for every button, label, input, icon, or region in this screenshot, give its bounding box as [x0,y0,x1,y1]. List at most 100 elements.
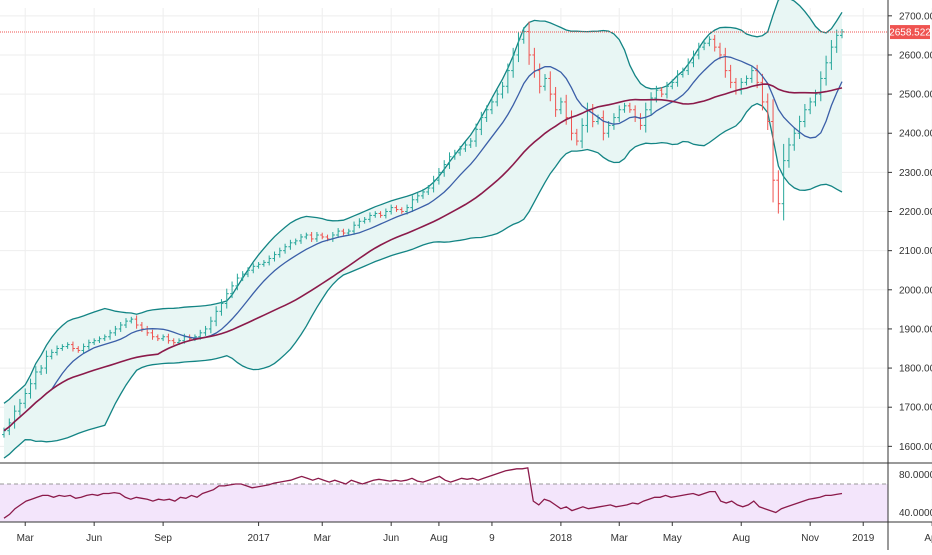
ohlc-bar [500,81,505,99]
y-tick-label: 2700.000 [899,11,932,22]
y-tick-label: 2600.000 [899,50,932,61]
axes: 1600.000 1700.000 1800.000 1900.000 2000.000… [17,0,932,550]
ohlc-bar [28,378,33,399]
ohlc-bar [696,42,701,60]
ohlc-bar [771,99,776,203]
ohlc-bar [86,339,91,350]
ohlc-bar [649,92,654,116]
ohlc-bar [728,64,733,89]
last-price-label-box [890,25,930,40]
ohlc-bar [511,47,516,78]
ohlc-bar [267,255,272,266]
ohlc-bar [214,306,219,327]
ohlc-bar [378,211,383,218]
ohlc-bar [60,344,65,351]
ohlc-bar [760,73,765,111]
ohlc-bar [580,118,585,149]
ohlc-bar [527,21,532,65]
ohlc-bar [352,221,357,235]
ohlc-bar [622,102,627,113]
ohlc-bar [718,42,723,60]
ohlc-bar [283,243,288,254]
ohlc-bar [357,218,362,229]
ohlc-bar [362,217,367,224]
grid [0,8,932,522]
ohlc-bar [320,232,325,240]
ohlc-bar [749,66,754,83]
ohlc-bar [389,204,394,215]
ohlc-bar [367,212,372,223]
ohlc-bar [383,208,388,219]
ohlc-bar [251,263,256,274]
ohlc-bar [102,334,107,342]
ohlc-bar [516,32,521,63]
ohlc-bar [829,40,834,70]
ohlc-bar [108,329,113,340]
ohlc-bar [421,188,425,199]
ohlc-bar [166,333,171,344]
ohlc-bar [134,315,139,329]
rsi-tick-label: 40.0000 [899,508,932,519]
ohlc-bar [293,238,298,246]
ohlc-bar [118,322,123,332]
y-tick-label: 2400.000 [899,129,932,140]
ohlc-bar [776,170,781,214]
rsi-line [3,467,843,519]
ohlc-bar [44,350,49,374]
ohlc-bar [272,251,277,262]
last-price-line: 2658.522 [0,25,931,40]
ohlc-bar [426,185,431,195]
ohlc-bar [436,167,441,185]
ohlc-bar [203,325,208,336]
y-tick-label: 1900.000 [899,324,932,335]
x-tick-label: 2017 [247,533,270,544]
last-price-label: 2658.522 [889,28,931,39]
ohlc-bar [113,325,118,336]
y-tick-label: 2200.000 [899,207,932,218]
ohlc-bars [2,21,844,438]
ohlc-bar [744,75,749,86]
ohlc-bar [675,70,680,87]
x-tick-label: May [663,533,682,544]
ohlc-bar [755,64,760,89]
x-tick-label: Mar [611,533,629,544]
ohlc-bar [484,105,489,122]
y-tick-label: 2100.000 [899,246,932,257]
ohlc-bar [505,63,510,94]
ohlc-bar [81,343,86,354]
ohlc-bar [55,345,60,356]
ohlc-bar [33,366,38,390]
y-tick-label: 1700.000 [899,403,932,414]
x-tick-label: Jun [86,533,102,544]
ohlc-bar [617,105,622,122]
moving-averages [3,55,843,432]
sma-fast-line [3,55,843,432]
x-tick-label: 2018 [550,533,573,544]
ohlc-bar [802,104,807,128]
x-tick-label: Aug [732,533,750,544]
ohlc-bar [611,113,616,130]
x-tick-label: Nov [801,533,819,544]
ohlc-bar [70,341,75,352]
ohlc-bar [224,288,229,309]
ohlc-bar [686,58,691,76]
ohlc-bar [23,388,28,409]
y-tick-label: 1800.000 [899,364,932,375]
ohlc-bar [781,143,786,221]
ohlc-bar [548,71,553,102]
y-tick-label: 2300.000 [899,168,932,179]
x-tick-label: 2019 [852,533,875,544]
ohlc-bar [415,192,420,203]
ohlc-bar [394,205,399,212]
sma-slow-line [3,83,843,432]
x-tick-label: Jun [383,533,399,544]
x-tick-label: Sep [154,533,172,544]
ohlc-bar [553,86,558,117]
ohlc-bar [299,233,304,244]
bollinger-lower-line [3,102,843,459]
ohlc-bar [373,211,378,218]
ohlc-bar [39,365,44,375]
ohlc-bar [468,138,473,148]
